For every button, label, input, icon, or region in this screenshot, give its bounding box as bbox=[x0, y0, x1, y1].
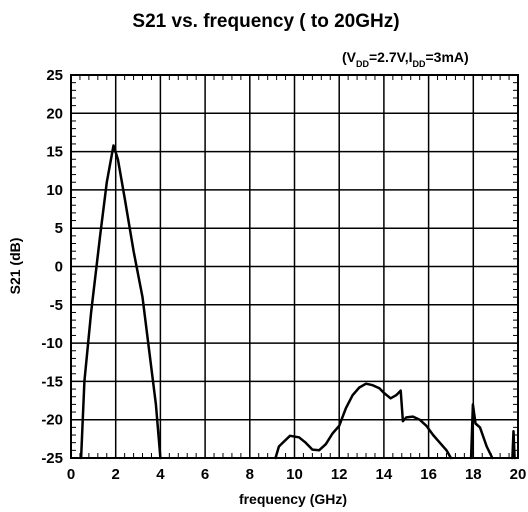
chart-title: S21 vs. frequency ( to 20GHz) bbox=[132, 11, 399, 32]
y-tick-label: 0 bbox=[55, 259, 63, 276]
x-tick-label: 14 bbox=[376, 466, 393, 483]
x-tick-label: 18 bbox=[465, 466, 482, 483]
x-tick-label: 2 bbox=[112, 466, 120, 483]
y-tick-label: 20 bbox=[46, 105, 63, 122]
x-tick-label: 4 bbox=[156, 466, 165, 483]
s21-line-segment bbox=[511, 429, 516, 460]
y-tick-label: -10 bbox=[41, 335, 63, 352]
y-axis-label: S21 (dB) bbox=[7, 238, 23, 295]
y-tick-label: -15 bbox=[41, 373, 63, 390]
x-tick-label: 16 bbox=[420, 466, 437, 483]
x-tick-label: 0 bbox=[67, 466, 75, 483]
grid-lines bbox=[71, 75, 518, 458]
s21-line-segment bbox=[274, 382, 453, 460]
chart-conditions: (VDD=2.7V,IDD=3mA) bbox=[342, 49, 469, 69]
x-axis-label: frequency (GHz) bbox=[239, 491, 347, 507]
y-tick-label: 5 bbox=[55, 220, 63, 237]
s21-line-segment bbox=[79, 144, 162, 460]
conditions-idd-subscript: DD bbox=[412, 59, 425, 69]
y-tick-label: 10 bbox=[46, 182, 63, 199]
conditions-open: (V bbox=[342, 49, 357, 65]
y-tick-label: -5 bbox=[50, 297, 63, 314]
x-tick-label: 20 bbox=[510, 466, 527, 483]
y-tick-label: 15 bbox=[46, 144, 63, 161]
x-tick-label: 10 bbox=[286, 466, 303, 483]
conditions-mid: =2.7V,I bbox=[369, 49, 412, 65]
x-tick-label: 8 bbox=[246, 466, 254, 483]
x-tick-label: 6 bbox=[201, 466, 209, 483]
plot-area-frame bbox=[70, 74, 519, 459]
y-tick-label: 25 bbox=[46, 67, 63, 84]
x-tick-label: 12 bbox=[331, 466, 348, 483]
conditions-close: =3mA) bbox=[425, 49, 468, 65]
y-tick-labels: 25 20 15 10 5 0 -5 -10 -15 -20 -25 bbox=[41, 67, 63, 467]
y-tick-label: -25 bbox=[41, 450, 63, 467]
y-tick-label: -20 bbox=[41, 412, 63, 429]
s21-series bbox=[79, 144, 516, 460]
s21-line-segment bbox=[469, 403, 494, 460]
x-tick-labels: 0 2 4 6 8 10 12 14 16 18 20 bbox=[67, 466, 527, 483]
conditions-vdd-subscript: DD bbox=[356, 59, 369, 69]
